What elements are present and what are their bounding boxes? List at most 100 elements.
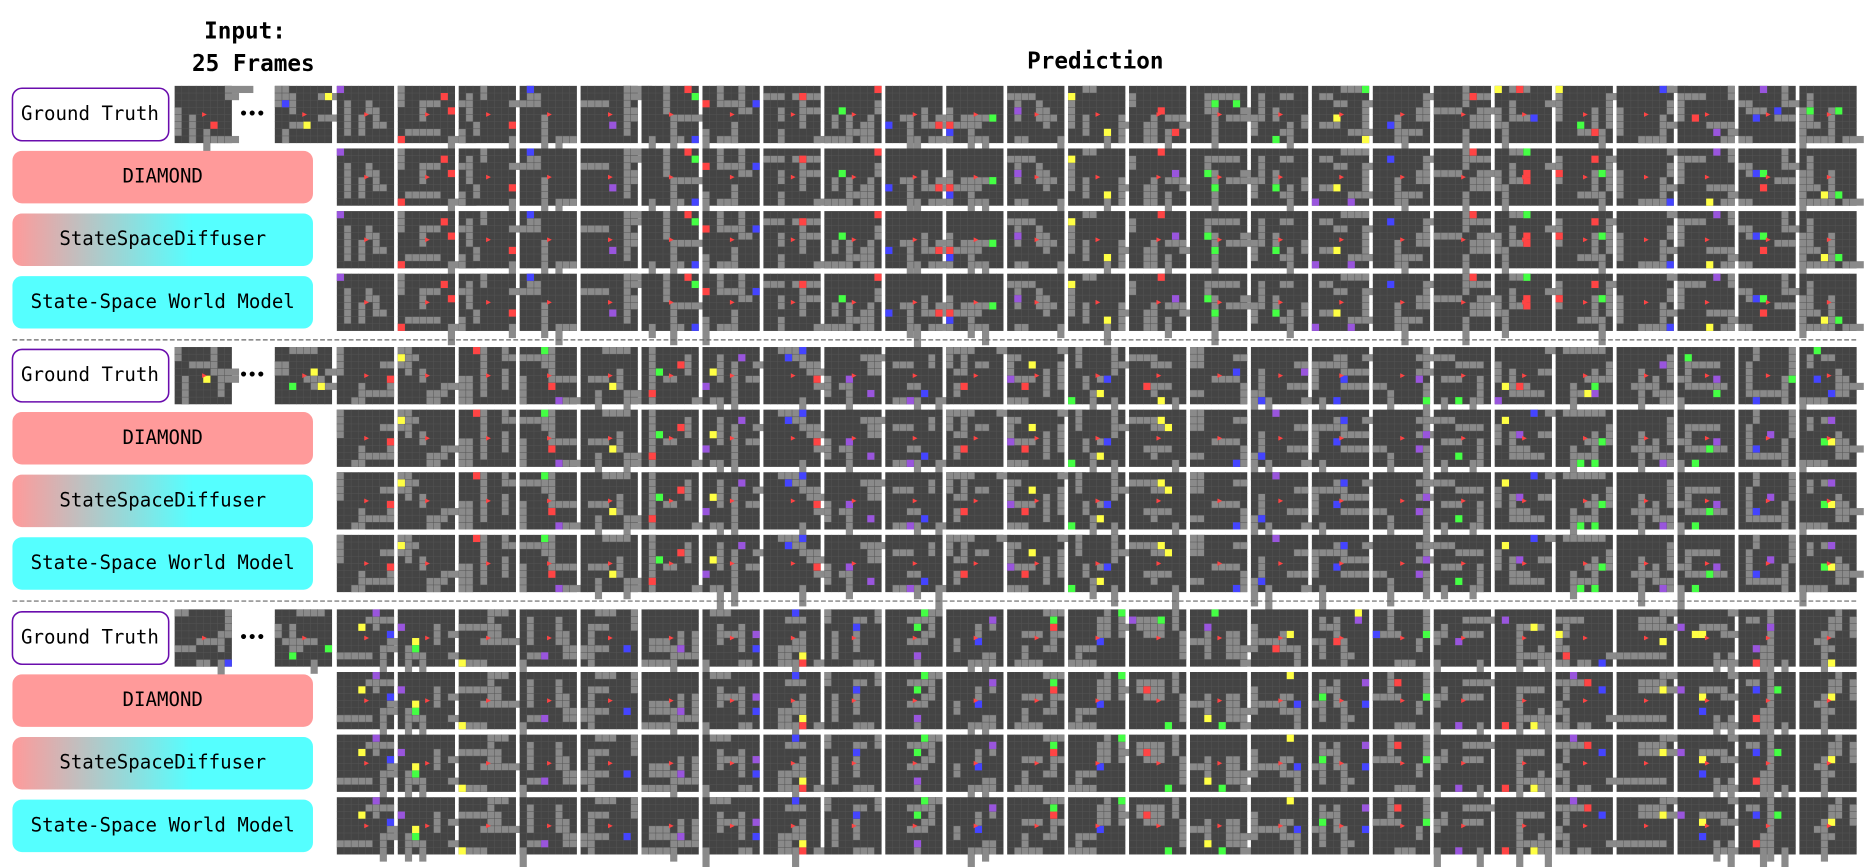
object <box>609 309 617 317</box>
object <box>1028 549 1036 557</box>
object <box>702 100 710 108</box>
object <box>885 121 893 129</box>
object <box>1591 128 1599 136</box>
wall <box>616 431 624 453</box>
agent <box>547 237 552 243</box>
frame <box>519 409 592 467</box>
wall <box>670 128 678 158</box>
wall <box>397 148 405 170</box>
row-label: DIAMOND <box>123 166 203 188</box>
object <box>784 479 793 487</box>
wall <box>623 177 631 199</box>
frame <box>336 148 395 206</box>
frame <box>702 211 760 283</box>
wall <box>555 323 577 331</box>
object <box>1577 121 1585 129</box>
agent <box>912 112 918 117</box>
wall <box>1089 515 1097 537</box>
object <box>1028 361 1036 369</box>
wall <box>935 114 950 122</box>
input-subtitle: 25 Frames <box>192 51 315 77</box>
wall <box>1509 225 1517 247</box>
wall <box>1706 445 1728 453</box>
object <box>1523 211 1531 219</box>
wall <box>799 584 807 607</box>
frame <box>1068 534 1133 607</box>
agent <box>1095 498 1101 504</box>
object <box>813 500 821 509</box>
object <box>1820 438 1829 446</box>
object <box>1523 148 1531 156</box>
object <box>555 397 563 405</box>
wall <box>1469 459 1477 475</box>
frame <box>1738 409 1796 467</box>
wall <box>1057 261 1065 276</box>
wall <box>1605 423 1613 446</box>
agent <box>364 174 370 180</box>
wall <box>860 184 868 206</box>
wall <box>1727 128 1750 136</box>
agent <box>973 561 979 566</box>
object <box>1501 382 1510 390</box>
wall <box>1422 93 1438 101</box>
wall <box>935 397 950 405</box>
object <box>526 273 534 281</box>
object <box>691 261 699 269</box>
wall <box>684 354 692 376</box>
frame <box>274 85 347 144</box>
wall <box>935 584 950 593</box>
agent <box>1522 237 1527 243</box>
agent <box>790 498 796 504</box>
wall <box>1469 114 1492 122</box>
wall <box>224 375 240 383</box>
agent <box>668 435 674 441</box>
object <box>1007 438 1015 446</box>
agent <box>1156 299 1162 305</box>
wall <box>1143 246 1151 269</box>
frame <box>519 534 592 593</box>
agent <box>1278 237 1284 243</box>
wall <box>913 397 922 412</box>
object <box>1759 232 1768 240</box>
wall <box>623 302 631 324</box>
object <box>885 184 893 192</box>
wall <box>892 423 914 432</box>
wall <box>623 273 653 281</box>
agent <box>790 237 796 243</box>
agent <box>790 112 796 117</box>
agent <box>1217 237 1223 243</box>
wall <box>1211 295 1219 317</box>
object <box>702 382 710 390</box>
wall <box>1799 397 1807 419</box>
wall <box>1727 254 1750 262</box>
frame <box>1372 148 1438 221</box>
frame <box>1129 211 1208 276</box>
wall <box>960 347 968 369</box>
wall <box>274 85 282 108</box>
agent <box>973 435 979 441</box>
frame <box>1007 534 1086 593</box>
frame <box>1494 347 1574 405</box>
wall <box>630 522 653 530</box>
frame <box>641 273 706 346</box>
wall <box>1082 239 1090 262</box>
object <box>1659 85 1667 94</box>
wall <box>358 177 366 199</box>
object <box>1143 382 1151 390</box>
wall <box>281 85 290 108</box>
object <box>1340 416 1348 424</box>
object <box>1422 431 1431 439</box>
object <box>1211 309 1219 317</box>
object <box>1706 198 1714 206</box>
wall <box>1774 239 1796 247</box>
agent <box>912 373 918 379</box>
object <box>1157 273 1165 281</box>
wall <box>806 368 835 376</box>
agent <box>729 561 735 566</box>
agent <box>425 299 430 305</box>
object <box>1666 198 1674 206</box>
wall <box>1164 316 1172 339</box>
frame <box>702 148 760 221</box>
frame <box>702 273 760 346</box>
agent <box>1034 435 1040 441</box>
